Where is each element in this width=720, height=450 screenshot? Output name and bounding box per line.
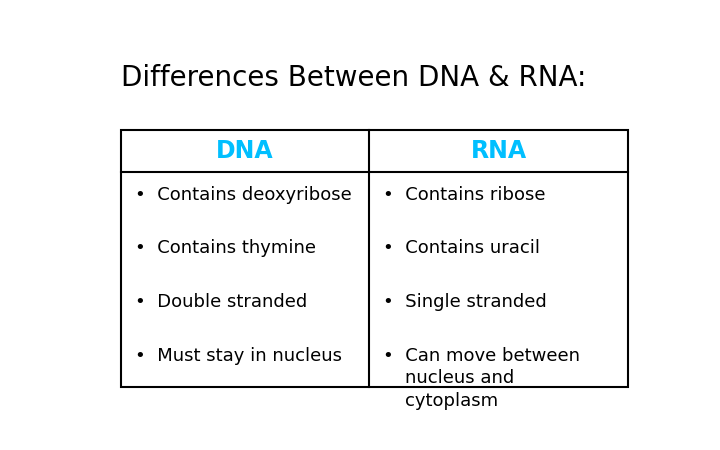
Text: •  Can move between: • Can move between [383, 347, 580, 365]
Text: cytoplasm: cytoplasm [405, 392, 498, 410]
Text: •  Must stay in nucleus: • Must stay in nucleus [135, 347, 341, 365]
Text: •  Double stranded: • Double stranded [135, 293, 307, 311]
Text: •  Single stranded: • Single stranded [383, 293, 546, 311]
Text: •  Contains uracil: • Contains uracil [383, 239, 540, 257]
Bar [121, 130, 629, 387]
Text: nucleus and: nucleus and [405, 369, 515, 387]
Text: RNA: RNA [471, 139, 527, 163]
Text: •  Contains ribose: • Contains ribose [383, 186, 546, 204]
Text: DNA: DNA [216, 139, 274, 163]
Text: •  Contains deoxyribose: • Contains deoxyribose [135, 186, 351, 204]
Text: Differences Between DNA & RNA:: Differences Between DNA & RNA: [121, 64, 586, 92]
Text: •  Contains thymine: • Contains thymine [135, 239, 315, 257]
